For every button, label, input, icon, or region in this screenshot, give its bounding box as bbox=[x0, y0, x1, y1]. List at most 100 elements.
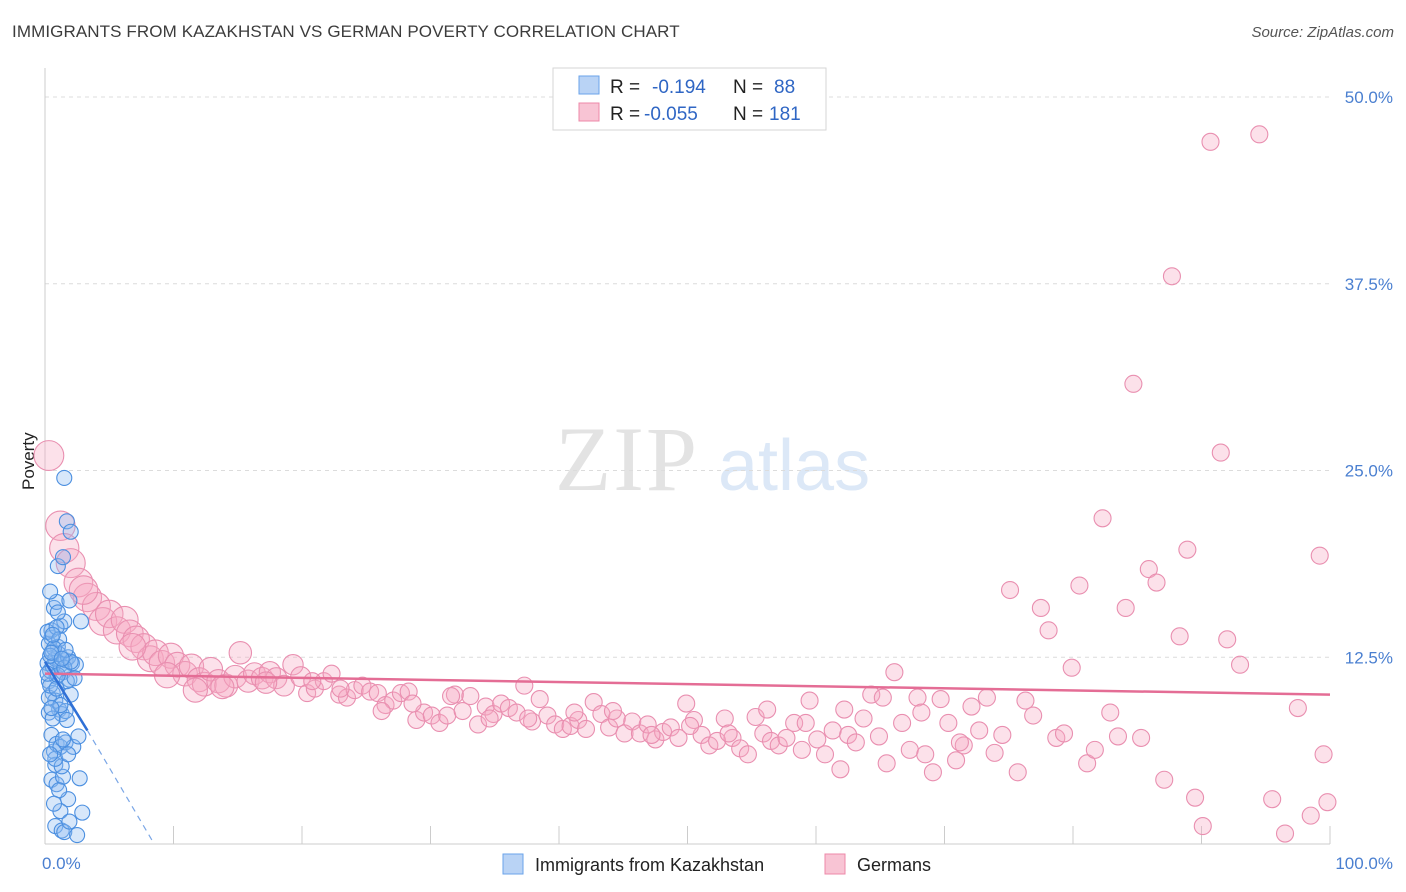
germans-point bbox=[480, 709, 499, 728]
germans-point bbox=[846, 733, 865, 752]
germans-point bbox=[661, 718, 680, 737]
germans-point bbox=[1314, 745, 1333, 764]
germans-point bbox=[754, 724, 773, 743]
legend-r-germans: -0.055 bbox=[644, 104, 698, 125]
kazakhstan-point bbox=[56, 469, 73, 487]
kazakhstan-point bbox=[54, 549, 72, 566]
germans-point bbox=[823, 721, 842, 740]
germans-point bbox=[1310, 546, 1329, 565]
germans-point bbox=[228, 641, 253, 665]
trend-lines bbox=[43, 661, 1331, 845]
series-legend: Immigrants from Kazakhstan Germans bbox=[502, 853, 931, 875]
kazakhstan-point bbox=[47, 756, 64, 773]
germans-point bbox=[576, 719, 596, 739]
germans-point bbox=[476, 697, 495, 716]
watermark-atlas: atlas bbox=[718, 426, 870, 506]
germans-point bbox=[769, 736, 788, 755]
germans-point bbox=[422, 706, 441, 725]
germans-point bbox=[461, 687, 480, 706]
bottom-legend-label-germans: Germans bbox=[857, 855, 931, 875]
germans-point bbox=[831, 760, 850, 779]
kazakhstan-point bbox=[62, 523, 79, 540]
kazakhstan-trend-extension bbox=[86, 730, 155, 845]
germans-point bbox=[565, 703, 584, 722]
legend-r-kazakhstan: -0.194 bbox=[652, 77, 706, 98]
germans-point bbox=[430, 713, 449, 733]
germans-point bbox=[1301, 806, 1320, 825]
legend-r-label-germans: R = bbox=[610, 104, 640, 125]
kazakhstan-point bbox=[49, 558, 66, 575]
germans-point bbox=[1218, 630, 1237, 649]
kazakhstan-point bbox=[40, 635, 57, 652]
germans-point bbox=[94, 599, 124, 629]
germans-point bbox=[1211, 443, 1230, 462]
germans-point bbox=[337, 688, 357, 707]
germans-point bbox=[399, 682, 418, 701]
kazakhstan-point bbox=[49, 604, 66, 621]
germans-point bbox=[1070, 576, 1089, 595]
germans-point bbox=[681, 716, 700, 736]
germans-point bbox=[331, 679, 350, 698]
germans-point bbox=[384, 691, 403, 710]
germans-point bbox=[1124, 374, 1143, 393]
germans-point bbox=[1318, 793, 1337, 812]
germans-point bbox=[122, 625, 151, 654]
germans-point bbox=[947, 751, 966, 770]
germans-point bbox=[715, 709, 734, 728]
legend-n-germans: 181 bbox=[769, 104, 801, 125]
x-tick-labels: 0.0% 100.0% bbox=[42, 854, 1393, 873]
germans-point bbox=[361, 682, 380, 701]
germans-point bbox=[792, 740, 811, 759]
watermark: ZIP atlas bbox=[555, 408, 870, 510]
germans-point bbox=[507, 703, 526, 722]
y-axis-label: Poverty bbox=[19, 432, 38, 490]
germans-point bbox=[1108, 727, 1128, 746]
kazakhstan-point bbox=[61, 813, 78, 830]
kazakhstan-point bbox=[60, 746, 77, 763]
bottom-legend-swatch-kazakhstan bbox=[502, 853, 524, 875]
kazakhstan-point bbox=[56, 823, 73, 841]
kazakhstan-point bbox=[62, 653, 79, 670]
kazakhstan-point bbox=[61, 592, 78, 609]
germans-point bbox=[923, 763, 942, 782]
germans-point bbox=[1186, 788, 1205, 807]
legend-n-kazakhstan: 88 bbox=[774, 77, 795, 98]
germans-point bbox=[1008, 763, 1027, 782]
germans-point bbox=[1101, 703, 1120, 722]
chart-title: IMMIGRANTS FROM KAZAKHSTAN VS GERMAN POV… bbox=[12, 22, 680, 41]
germans-point bbox=[1178, 540, 1197, 559]
germans-point bbox=[1000, 580, 1020, 600]
germans-point bbox=[530, 690, 549, 709]
germans-point bbox=[985, 743, 1004, 762]
germans-point bbox=[1016, 691, 1035, 710]
germans-point bbox=[282, 653, 304, 676]
germans-point bbox=[900, 740, 919, 759]
germans-point bbox=[835, 700, 854, 719]
kazakhstan-point bbox=[74, 804, 91, 821]
kazakhstan-point bbox=[45, 795, 63, 812]
germans-point bbox=[118, 632, 147, 661]
germans-point bbox=[950, 733, 969, 752]
germans-point bbox=[993, 725, 1012, 744]
germans-point bbox=[931, 690, 950, 709]
kazakhstan-point bbox=[58, 513, 75, 530]
source-label: Source: ZipAtlas.com bbox=[1251, 24, 1394, 41]
germans-point bbox=[908, 688, 927, 707]
germans-point bbox=[638, 715, 657, 734]
germans-point bbox=[962, 697, 981, 716]
germans-point bbox=[677, 694, 696, 713]
kazakhstan-point bbox=[58, 711, 75, 729]
germans-point bbox=[1116, 598, 1135, 617]
germans-point bbox=[916, 745, 935, 764]
x-tick-label-min: 0.0% bbox=[42, 854, 81, 873]
germans-point bbox=[1288, 698, 1307, 718]
kazakhstan-point bbox=[52, 697, 69, 714]
germans-point bbox=[453, 701, 472, 721]
germans-point bbox=[519, 709, 538, 728]
legend-n-label-kazakhstan: N = bbox=[733, 77, 763, 98]
kazakhstan-point bbox=[42, 583, 59, 600]
kazakhstan-point bbox=[43, 644, 60, 661]
germans-point bbox=[738, 745, 757, 764]
germans-point bbox=[515, 676, 534, 695]
germans-point bbox=[893, 713, 912, 733]
